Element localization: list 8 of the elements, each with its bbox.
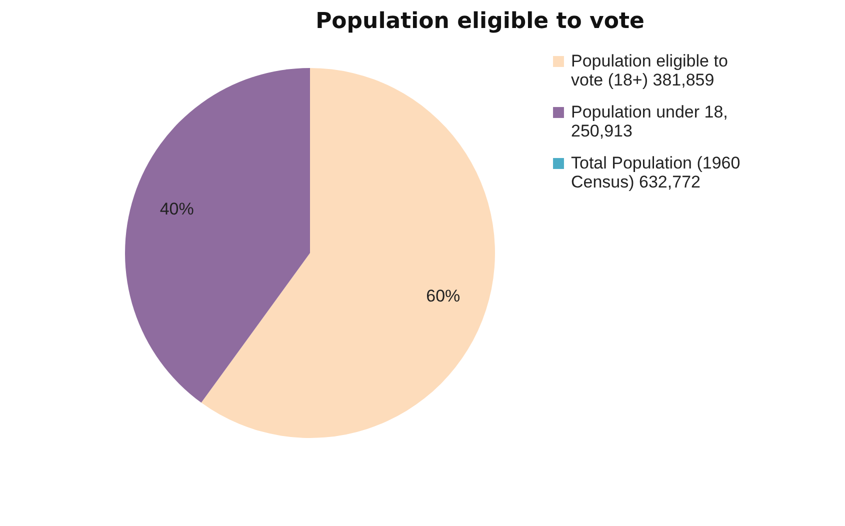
legend-label: Total Population (1960 Census) 632,772 — [571, 154, 740, 192]
legend-label: Population under 18, 250,913 — [571, 102, 728, 140]
data-label: 60% — [426, 286, 460, 306]
pie-slice — [201, 68, 495, 438]
chart-title: Population eligible to vote — [316, 9, 644, 34]
legend-label: Population eligible to vote (18+) 381,859 — [571, 52, 728, 90]
data-label: 40% — [160, 200, 194, 219]
pie-slice — [125, 68, 310, 403]
